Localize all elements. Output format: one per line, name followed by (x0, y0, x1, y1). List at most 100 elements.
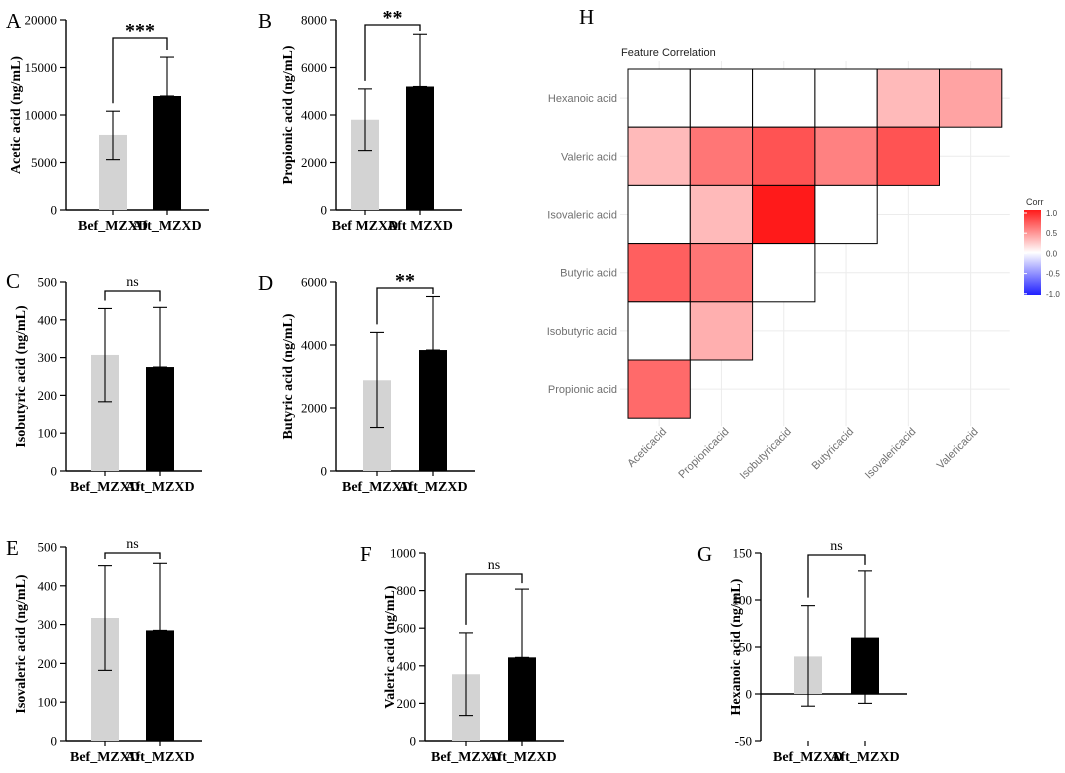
significance-label: ns (830, 539, 842, 554)
y-tick-label: 500 (38, 275, 58, 290)
panel-e: E 0 100 200 300 400 500 Isovaleric acid (ng/mL)… (6, 536, 202, 765)
heatmap-cell (627, 243, 691, 303)
significance-label: ** (395, 270, 415, 292)
x-tick-label: Aft_MZXD (398, 480, 467, 495)
y-tick-label: 400 (38, 578, 58, 593)
y-tick-label: 300 (38, 617, 58, 632)
heatmap-cell (627, 126, 691, 186)
legend-title: Corr (1026, 197, 1044, 207)
bar-aft (508, 657, 536, 741)
panel-g: G -50 0 50 100 150 Hexanoic acid (ng/mL) Bef_MZ… (697, 539, 907, 765)
panel-label: A (6, 9, 22, 33)
significance-label: ns (126, 537, 138, 552)
y-tick-label: 0 (51, 203, 58, 218)
y-axis-title: Propionic acid (ng/mL) (281, 45, 296, 184)
y-tick-label: 4000 (301, 108, 327, 123)
heatmap-col-label: Isovalericacid (863, 426, 919, 482)
panel-d: D 0 2000 4000 6000 Butyric acid (ng/mL) Bef_MZ… (258, 270, 475, 495)
y-axis-title: Butyric acid (ng/mL) (281, 313, 296, 439)
y-tick-label: 0 (51, 464, 58, 479)
y-tick-label: 400 (38, 312, 58, 327)
bar-aft (406, 86, 434, 210)
heatmap-cell (752, 184, 816, 245)
x-tick-label: Aft_MZXD (830, 750, 899, 765)
heatmap-col-label: Propionicacid (676, 426, 731, 481)
y-tick-label: 5000 (31, 155, 57, 170)
significance-bracket (104, 552, 161, 559)
y-tick-label: 8000 (301, 13, 327, 28)
significance-label: ns (488, 558, 500, 573)
heatmap-cell (627, 301, 691, 361)
heatmap-cell (689, 243, 754, 303)
significance-bracket (364, 24, 421, 81)
legend-tick-label: 1.0 (1046, 209, 1058, 218)
y-tick-label: 15000 (25, 60, 58, 75)
heatmap-col-label: Butyricacid (810, 426, 857, 473)
y-tick-label: 500 (38, 540, 58, 555)
legend-colorbar (1024, 210, 1041, 295)
panel-c: C 0 100 200 300 400 500 Isobutyric acid (ng/mL)… (6, 269, 202, 495)
panel-label: D (258, 271, 273, 295)
y-axis-title: Acetic acid (ng/mL) (9, 56, 24, 175)
significance-bracket (465, 573, 523, 625)
significance-bracket (112, 37, 168, 104)
y-tick-label: -50 (735, 734, 752, 749)
bar-aft (153, 96, 181, 210)
y-tick-label: 0 (51, 734, 58, 749)
y-tick-label: 100 (38, 695, 58, 710)
y-tick-label: 20000 (25, 13, 58, 28)
heatmap-cell (876, 126, 941, 186)
y-tick-label: 100 (38, 426, 58, 441)
significance-label: ** (383, 7, 403, 29)
y-tick-label: 6000 (301, 60, 327, 75)
heatmap-title: Feature Correlation (621, 47, 716, 59)
y-axis-title: Valeric acid (ng/mL) (383, 585, 398, 708)
y-tick-label: 200 (397, 696, 417, 711)
bar-aft (146, 367, 174, 471)
heatmap-cell (752, 68, 816, 128)
panel-a: A 0 5000 10000 15000 20000 Acetic acid (ng/mL)… (6, 9, 209, 234)
x-tick-label: Bef_MZXD (78, 219, 148, 234)
x-tick-label: Aft_MZXD (487, 750, 556, 765)
y-tick-label: 600 (397, 621, 417, 636)
x-tick-label: Bef_MZXD (431, 750, 501, 765)
heatmap-col-label: Isobutyricacid (738, 426, 794, 482)
heatmap-cell (939, 68, 1003, 128)
heatmap-cell (814, 184, 878, 245)
significance-label: ns (126, 275, 138, 290)
panel-label: H (579, 5, 594, 29)
heatmap-row-label: Isobutyric acid (547, 326, 617, 338)
heatmap-row-label: Valeric acid (561, 151, 617, 163)
heatmap-cell (627, 184, 691, 245)
panel-label: F (360, 542, 372, 566)
significance-bracket (104, 290, 161, 302)
y-tick-label: 400 (397, 658, 417, 673)
heatmap-cell (814, 126, 878, 186)
y-tick-label: 0 (410, 734, 417, 749)
x-tick-label: Bef_MZXD (70, 480, 140, 495)
y-tick-label: 50 (739, 640, 752, 655)
x-tick-label: Aft_MZXD (132, 219, 201, 234)
legend-tick-label: -1.0 (1046, 290, 1060, 299)
y-tick-label: 1000 (390, 546, 416, 561)
x-tick-label: Aft_MZXD (125, 480, 194, 495)
x-tick-label: Bef_MZXD (342, 480, 412, 495)
x-tick-label: Aft MZXD (387, 219, 453, 234)
heatmap-cell (627, 359, 691, 419)
significance-bracket (807, 554, 866, 598)
heatmap-cell (752, 126, 816, 186)
panel-label: G (697, 542, 712, 566)
y-tick-label: 200 (38, 388, 58, 403)
heatmap-cell (689, 126, 754, 186)
heatmap-cell (752, 243, 816, 303)
heatmap-row-label: Isovaleric acid (547, 210, 617, 222)
panel-label: B (258, 9, 272, 33)
y-axis-title: Hexanoic acid (ng/mL) (729, 578, 744, 715)
y-tick-label: 0 (321, 203, 328, 218)
legend-tick-label: 0.0 (1046, 249, 1058, 258)
panel-b: B 0 2000 4000 6000 8000 Propionic acid (ng/mL)… (258, 7, 462, 234)
legend-tick-label: -0.5 (1046, 270, 1060, 279)
y-tick-label: 6000 (301, 275, 327, 290)
bar-aft (419, 350, 447, 471)
